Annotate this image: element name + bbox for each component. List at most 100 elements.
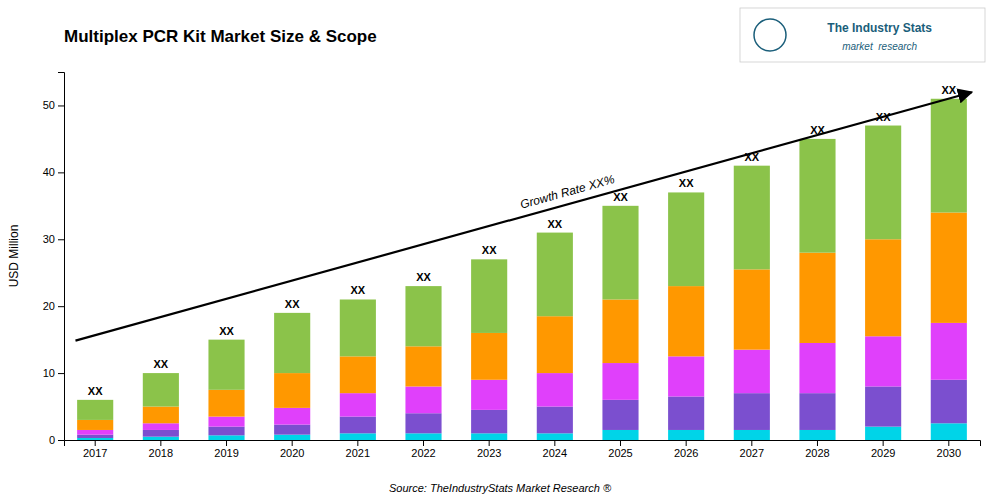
x-tick: 2026 bbox=[674, 440, 698, 459]
bar-segment bbox=[143, 430, 179, 437]
bar-segment bbox=[865, 126, 901, 240]
x-tick-label: 2029 bbox=[871, 447, 895, 459]
x-tick: 2028 bbox=[805, 440, 829, 459]
bar-segment bbox=[537, 316, 573, 373]
x-tick-label: 2027 bbox=[740, 447, 764, 459]
bar-segment bbox=[668, 397, 704, 430]
bar-segment bbox=[602, 430, 638, 440]
logo: The Industry Stats market research bbox=[740, 8, 985, 62]
bar-label: XX bbox=[482, 244, 497, 256]
x-tick-label: 2028 bbox=[805, 447, 829, 459]
bar-segment bbox=[274, 425, 310, 435]
x-tick-mark bbox=[423, 440, 424, 446]
y-tick-mark bbox=[58, 306, 64, 307]
bar-segment bbox=[274, 373, 310, 408]
bar-label: XX bbox=[219, 325, 234, 337]
x-tick-mark bbox=[489, 440, 490, 446]
x-tick: 2029 bbox=[871, 440, 895, 459]
bar-segment bbox=[537, 407, 573, 434]
x-axis: 2017201820192020202120222023202420252026… bbox=[65, 440, 981, 459]
bar-segment bbox=[143, 437, 179, 440]
logo-tagline: market research bbox=[842, 41, 917, 52]
bar-segment bbox=[77, 435, 113, 438]
bar-segment bbox=[77, 400, 113, 420]
bar-segment bbox=[931, 423, 967, 440]
x-tick-label: 2017 bbox=[83, 447, 107, 459]
x-tick: 2027 bbox=[740, 440, 764, 459]
bar-segment bbox=[602, 400, 638, 430]
bar-segment bbox=[799, 430, 835, 440]
x-tick: 2024 bbox=[543, 440, 567, 459]
y-axis-title: USD Million bbox=[7, 225, 21, 288]
x-tick-mark bbox=[160, 440, 161, 446]
x-tick: 2030 bbox=[937, 440, 961, 459]
bar-segment bbox=[537, 433, 573, 440]
x-tick: 2018 bbox=[149, 440, 173, 459]
y-tick-label: 40 bbox=[43, 166, 55, 178]
bar-segment bbox=[405, 346, 441, 386]
bar-segment bbox=[602, 206, 638, 300]
y-tick-label: 50 bbox=[43, 99, 55, 111]
x-tick: 2020 bbox=[280, 440, 304, 459]
x-tick: 2017 bbox=[83, 440, 107, 459]
growth-label: Growth Rate XX% bbox=[519, 172, 617, 212]
bar-segment bbox=[537, 233, 573, 317]
bar-segment bbox=[668, 430, 704, 440]
x-tick-mark bbox=[620, 440, 621, 446]
bar-segment bbox=[734, 350, 770, 393]
logo-name: The Industry Stats bbox=[827, 21, 932, 35]
bar-segment bbox=[77, 438, 113, 440]
bar-label: XX bbox=[285, 298, 300, 310]
bar-segment bbox=[668, 286, 704, 356]
y-tick-label: 30 bbox=[43, 233, 55, 245]
x-tick: 2019 bbox=[214, 440, 238, 459]
x-tick-mark bbox=[686, 440, 687, 446]
bar-segment bbox=[143, 407, 179, 424]
bar-segment bbox=[208, 340, 244, 390]
bar-segment bbox=[405, 386, 441, 413]
plot: 2017201820192020202120222023202420252026… bbox=[43, 73, 981, 459]
bar-label: XX bbox=[88, 385, 103, 397]
x-tick-label: 2030 bbox=[937, 447, 961, 459]
title: Multiplex PCR Kit Market Size & Scope bbox=[64, 27, 377, 46]
bar-segment bbox=[668, 356, 704, 396]
bar-label: XX bbox=[613, 191, 628, 203]
bar-segment bbox=[77, 420, 113, 430]
x-tick-mark bbox=[292, 440, 293, 446]
bar-segment bbox=[799, 393, 835, 430]
bar-segment bbox=[274, 408, 310, 425]
x-tick-mark bbox=[95, 440, 96, 446]
bar-segment bbox=[405, 286, 441, 346]
bar-segment bbox=[340, 417, 376, 434]
x-tick-mark bbox=[226, 440, 227, 446]
bar-segment bbox=[208, 427, 244, 436]
bar-segment bbox=[734, 269, 770, 349]
bar-segment bbox=[931, 99, 967, 213]
y-tick-mark bbox=[58, 440, 64, 441]
bar-label: XX bbox=[416, 271, 431, 283]
x-tick-label: 2022 bbox=[411, 447, 435, 459]
y-tick: 0 bbox=[49, 434, 64, 446]
bar-segment bbox=[865, 239, 901, 336]
bar-segment bbox=[931, 323, 967, 380]
bar-segment bbox=[340, 299, 376, 356]
bar-segment bbox=[143, 423, 179, 430]
x-tick: 2025 bbox=[608, 440, 632, 459]
y-tick: 50 bbox=[43, 99, 64, 111]
bar-segment bbox=[734, 430, 770, 440]
bar-segment bbox=[340, 393, 376, 416]
y-tick-mark bbox=[58, 172, 64, 173]
x-tick-mark bbox=[751, 440, 752, 446]
y-tick: 30 bbox=[43, 233, 64, 245]
bar-segment bbox=[865, 386, 901, 426]
bar-segment bbox=[405, 413, 441, 433]
bar-segment bbox=[208, 435, 244, 440]
growth-arrow bbox=[75, 92, 971, 340]
bar-label: XX bbox=[941, 84, 956, 96]
bar-segment bbox=[602, 363, 638, 400]
bar-segment bbox=[208, 417, 244, 427]
chart-svg: 2017201820192020202120222023202420252026… bbox=[0, 0, 1000, 500]
x-tick-mark bbox=[357, 440, 358, 446]
logo-icon bbox=[754, 19, 786, 51]
x-tick: 2023 bbox=[477, 440, 501, 459]
